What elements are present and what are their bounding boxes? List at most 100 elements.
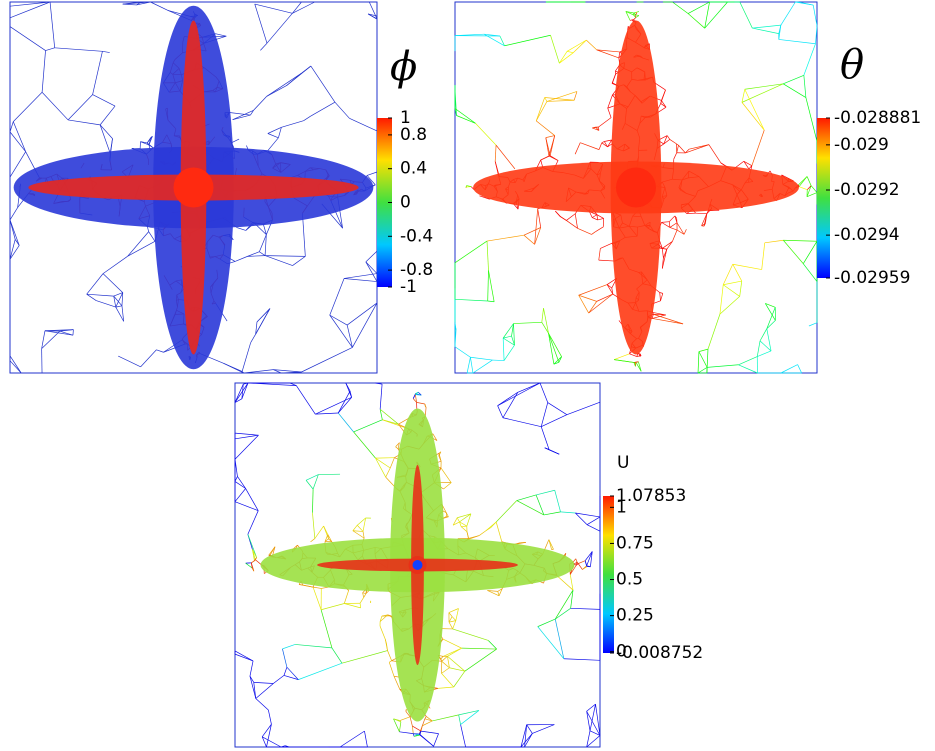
mesh-edge: [586, 565, 591, 568]
mesh-edge: [511, 335, 515, 346]
mesh-edge: [465, 185, 467, 188]
mesh-edge: [548, 449, 560, 455]
mesh-edge: [9, 131, 26, 152]
mesh-edge: [751, 130, 765, 166]
mesh-edge: [761, 242, 766, 270]
colorbar-tick-label: -1: [400, 277, 417, 297]
mesh-edge: [454, 298, 488, 302]
mesh-edge: [548, 135, 556, 157]
mesh-edge: [668, 221, 671, 228]
mesh-edge: [312, 586, 322, 589]
mesh-edge: [329, 278, 345, 316]
colorbar: [817, 118, 830, 278]
mesh-edge: [234, 459, 238, 477]
mesh-edge: [766, 320, 776, 329]
mesh-edge: [432, 433, 438, 441]
mesh-edge: [312, 489, 314, 513]
mesh-edge: [468, 535, 480, 539]
mesh-edge: [672, 229, 678, 242]
mesh-edge: [676, 143, 679, 146]
mesh-edge: [458, 710, 480, 716]
mesh-edge: [569, 574, 574, 591]
mesh-edge: [574, 142, 581, 155]
mesh-edge: [312, 474, 319, 490]
mesh-edge: [688, 144, 709, 150]
mesh-edge: [121, 292, 124, 306]
mesh-edge: [281, 120, 304, 128]
mesh-edge: [631, 19, 634, 22]
mesh-edge: [113, 296, 117, 308]
mesh-edge: [379, 409, 383, 420]
mesh-edge: [323, 525, 329, 539]
mesh-edge: [536, 120, 555, 136]
mesh-edge: [558, 356, 562, 363]
mesh-edge: [497, 588, 503, 592]
mesh-edge: [365, 250, 378, 263]
mesh-edge: [127, 231, 149, 257]
mesh-edge: [548, 333, 560, 363]
mesh-edge: [310, 101, 336, 117]
mesh-edge: [708, 144, 722, 164]
mesh-edge: [741, 89, 746, 103]
mesh-edge: [232, 109, 254, 120]
mesh-edge: [554, 490, 561, 512]
mesh-edge: [532, 724, 555, 734]
mesh-edge: [234, 432, 259, 436]
mesh-edge: [362, 592, 367, 594]
mesh-edge: [607, 108, 612, 118]
mesh-edge: [245, 488, 259, 511]
mesh-edge: [795, 1, 814, 6]
mesh-edge: [118, 355, 141, 368]
mesh-edge: [741, 102, 765, 131]
mesh-edge: [147, 226, 150, 232]
mesh-edge: [697, 367, 708, 374]
mesh-edge: [633, 14, 637, 18]
mesh-edge: [586, 524, 601, 532]
mesh-edge: [41, 50, 46, 93]
mesh-edge: [387, 650, 393, 661]
mesh-edge: [577, 563, 583, 570]
mesh-edge: [541, 414, 568, 427]
mesh-edge: [393, 718, 400, 732]
mesh-edge: [535, 97, 545, 121]
mesh-edge: [781, 174, 789, 179]
mesh-edge: [9, 1, 51, 19]
mesh-edge: [633, 362, 636, 367]
mesh-edge: [9, 151, 26, 178]
mesh-edge: [607, 94, 613, 109]
mesh-edge: [349, 117, 378, 132]
mesh-edge: [759, 328, 768, 342]
mesh-edge: [606, 284, 614, 295]
mesh-edge: [282, 648, 288, 668]
mesh-edge: [419, 731, 422, 736]
mesh-edge: [494, 145, 497, 162]
mesh-edge: [540, 402, 549, 427]
mesh-edge: [495, 521, 503, 542]
mesh-edge: [352, 524, 358, 531]
mesh-edge: [548, 333, 555, 365]
mesh-edge: [452, 517, 458, 526]
mesh-edge: [598, 117, 612, 128]
mesh-edge: [732, 264, 743, 282]
mesh-edge: [766, 328, 772, 352]
mesh-edge: [625, 11, 634, 16]
mesh-edge: [255, 321, 258, 335]
mesh-edge: [302, 584, 314, 588]
mesh-edge: [359, 603, 361, 608]
mesh-edge: [539, 382, 549, 403]
mesh-edge: [267, 137, 279, 152]
mesh-edge: [504, 34, 551, 47]
mesh-edge: [459, 513, 472, 523]
mesh-edge: [759, 340, 772, 352]
mesh-edge: [353, 419, 383, 433]
mesh-edge: [687, 13, 705, 29]
mesh-edge: [595, 704, 601, 736]
mesh-edge: [359, 597, 364, 604]
mesh-edge: [315, 412, 339, 415]
mesh-edge: [362, 517, 366, 532]
mesh-edge: [778, 25, 782, 40]
mesh-edge: [765, 303, 776, 321]
mesh-edge: [99, 105, 116, 126]
mesh-edge: [9, 1, 51, 7]
mesh-edge: [456, 115, 476, 124]
